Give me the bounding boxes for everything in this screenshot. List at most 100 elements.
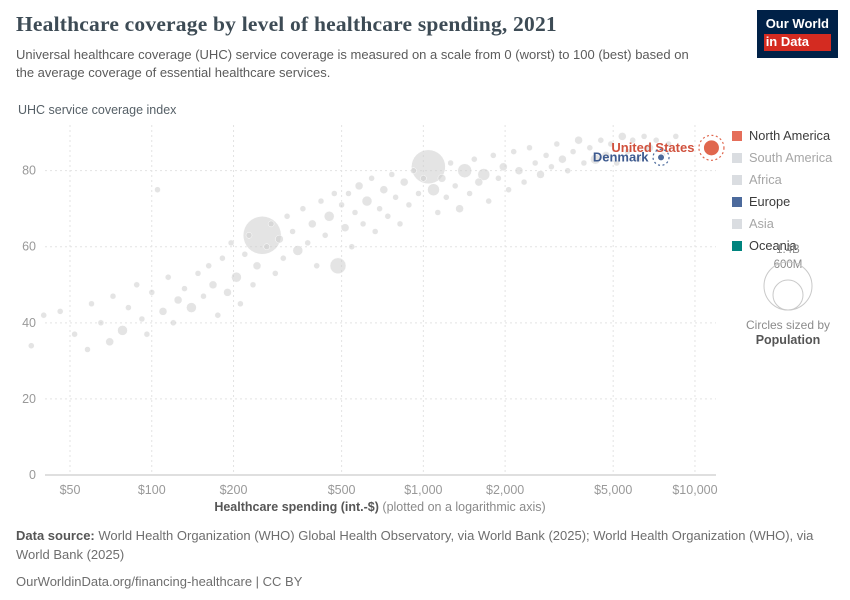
scatter-point[interactable]	[267, 220, 275, 228]
scatter-point[interactable]	[340, 223, 350, 232]
scatter-point[interactable]	[205, 262, 212, 270]
scatter-point[interactable]	[272, 270, 279, 277]
legend-item-north-america[interactable]: North America	[732, 128, 844, 143]
scatter-point[interactable]	[597, 136, 605, 144]
scatter-point[interactable]	[548, 163, 555, 171]
scatter-point[interactable]	[170, 319, 177, 327]
scatter-point[interactable]	[437, 174, 447, 183]
scatter-point[interactable]	[133, 281, 140, 289]
scatter-point[interactable]	[252, 261, 262, 271]
scatter-point[interactable]	[618, 132, 627, 141]
scatter-point[interactable]	[208, 280, 218, 290]
scatter-point[interactable]	[292, 245, 304, 256]
scatter-point[interactable]	[200, 292, 207, 300]
scatter-point[interactable]	[531, 159, 539, 167]
scatter-point[interactable]	[173, 295, 183, 305]
scatter-point[interactable]	[420, 175, 427, 182]
scatter-point[interactable]	[477, 168, 491, 181]
legend-item-asia[interactable]: Asia	[732, 216, 844, 231]
scatter-point[interactable]	[447, 159, 454, 167]
scatter-point[interactable]	[283, 213, 291, 220]
scatter-point[interactable]	[280, 254, 287, 262]
scatter-point[interactable]	[640, 133, 648, 140]
scatter-point[interactable]	[125, 304, 132, 311]
scatter-point[interactable]	[354, 181, 364, 191]
scatter-point[interactable]	[415, 190, 422, 197]
scatter-point[interactable]	[590, 153, 601, 165]
scatter-point[interactable]	[451, 182, 459, 190]
scatter-point[interactable]	[514, 166, 524, 175]
scatter-point[interactable]	[299, 205, 307, 212]
scatter-point[interactable]	[635, 155, 642, 163]
scatter-point[interactable]	[624, 148, 631, 155]
scatter-point[interactable]	[275, 234, 284, 244]
scatter-point[interactable]	[186, 302, 197, 313]
scatter-point[interactable]	[434, 209, 442, 216]
scatter-point[interactable]	[471, 155, 478, 163]
scatter-point[interactable]	[474, 177, 484, 187]
scatter-point[interactable]	[40, 311, 47, 319]
scatter-point[interactable]	[331, 190, 338, 197]
scatter-point[interactable]	[379, 185, 389, 194]
scatter-point[interactable]	[345, 190, 352, 197]
scatter-point[interactable]	[607, 140, 615, 148]
scatter-point[interactable]	[455, 204, 464, 213]
scatter-point[interactable]	[410, 167, 417, 174]
scatter-point[interactable]	[368, 175, 375, 182]
scatter-point[interactable]	[97, 319, 105, 327]
scatter-point[interactable]	[241, 251, 249, 258]
scatter-point[interactable]	[249, 281, 257, 289]
scatter-point[interactable]	[84, 346, 91, 353]
scatter-point[interactable]	[466, 190, 473, 197]
legend-item-africa[interactable]: Africa	[732, 172, 844, 187]
scatter-point[interactable]	[536, 170, 545, 179]
scatter-point[interactable]	[388, 171, 396, 178]
scatter-point[interactable]	[109, 292, 117, 300]
scatter-point[interactable]	[499, 162, 508, 172]
scatter-point[interactable]	[613, 159, 620, 167]
scatter-point[interactable]	[219, 254, 226, 262]
scatter-point[interactable]	[138, 315, 146, 323]
scatter-point[interactable]	[580, 159, 588, 167]
scatter-point[interactable]	[317, 197, 325, 205]
scatter-point[interactable]	[223, 288, 232, 297]
legend-item-oceania[interactable]: Oceania	[732, 238, 844, 253]
scatter-point[interactable]	[304, 239, 311, 247]
scatter-point[interactable]	[564, 167, 571, 174]
scatter-point[interactable]	[71, 330, 78, 338]
scatter-point[interactable]	[308, 219, 317, 229]
scatter-point[interactable]	[443, 194, 450, 201]
scatter-point[interactable]	[586, 144, 594, 152]
scatter-point-united-states[interactable]	[702, 139, 720, 157]
scatter-point[interactable]	[510, 148, 517, 155]
scatter-point[interactable]	[194, 270, 202, 277]
scatter-point[interactable]	[526, 144, 533, 152]
scatter-point[interactable]	[490, 152, 497, 159]
scatter-point[interactable]	[28, 342, 35, 349]
scatter-point[interactable]	[289, 228, 296, 235]
scatter-point[interactable]	[158, 307, 168, 316]
scatter-point[interactable]	[227, 239, 235, 247]
scatter-point[interactable]	[542, 152, 550, 159]
scatter-point[interactable]	[427, 183, 440, 196]
scatter-point[interactable]	[457, 163, 472, 178]
legend-item-south-america[interactable]: South America	[732, 150, 844, 165]
scatter-point[interactable]	[396, 220, 404, 228]
scatter-point[interactable]	[601, 151, 611, 160]
scatter-point[interactable]	[338, 201, 345, 209]
scatter-point[interactable]	[154, 186, 161, 193]
scatter-point[interactable]	[384, 213, 392, 220]
scatter-point[interactable]	[321, 232, 329, 239]
scatter-point[interactable]	[495, 175, 502, 182]
entity-label-denmark[interactable]: Denmark	[593, 149, 649, 164]
scatter-point[interactable]	[359, 220, 367, 228]
scatter-point[interactable]	[376, 205, 383, 212]
scatter-point[interactable]	[405, 201, 413, 209]
scatter-point[interactable]	[558, 154, 567, 164]
scatter-point[interactable]	[164, 273, 172, 281]
scatter-point-denmark[interactable]	[657, 153, 666, 162]
owid-logo[interactable]: Our World in Data	[756, 10, 838, 58]
scatter-point[interactable]	[574, 135, 583, 145]
scatter-point[interactable]	[88, 300, 95, 308]
scatter-point[interactable]	[237, 300, 244, 308]
